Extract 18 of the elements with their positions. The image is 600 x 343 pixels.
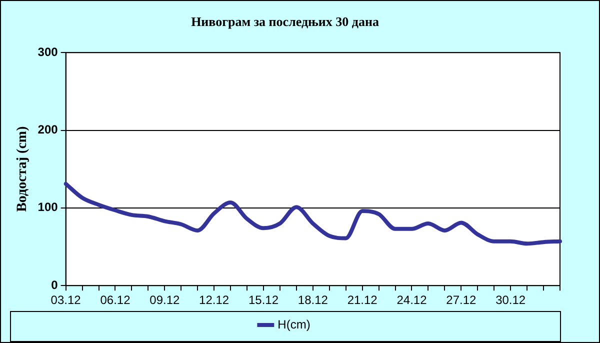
y-tick-label: 300 — [38, 44, 58, 59]
x-tick-label: 27.12 — [446, 293, 477, 308]
x-tick-label: 21.12 — [347, 293, 378, 308]
legend-label: H(cm) — [278, 317, 310, 332]
y-axis-title: Водостај (cm) — [15, 126, 30, 212]
x-tick-label: 12.12 — [199, 293, 230, 308]
y-tick-label: 100 — [38, 200, 58, 214]
x-tick-label: 15.12 — [248, 293, 279, 308]
y-tick-label: 200 — [38, 122, 58, 137]
y-tick-label: 0 — [51, 278, 58, 292]
x-tick-label: 06.12 — [100, 293, 131, 308]
x-tick-label: 24.12 — [396, 293, 428, 308]
chart-title: Нивограм за последњих 30 дана — [191, 14, 380, 30]
x-tick-label: 18.12 — [298, 293, 328, 308]
x-tick-label: 30.12 — [496, 293, 526, 308]
line-series — [64, 182, 562, 246]
x-tick-label: 09.12 — [150, 293, 180, 308]
x-tick-label: 03.12 — [50, 293, 82, 308]
